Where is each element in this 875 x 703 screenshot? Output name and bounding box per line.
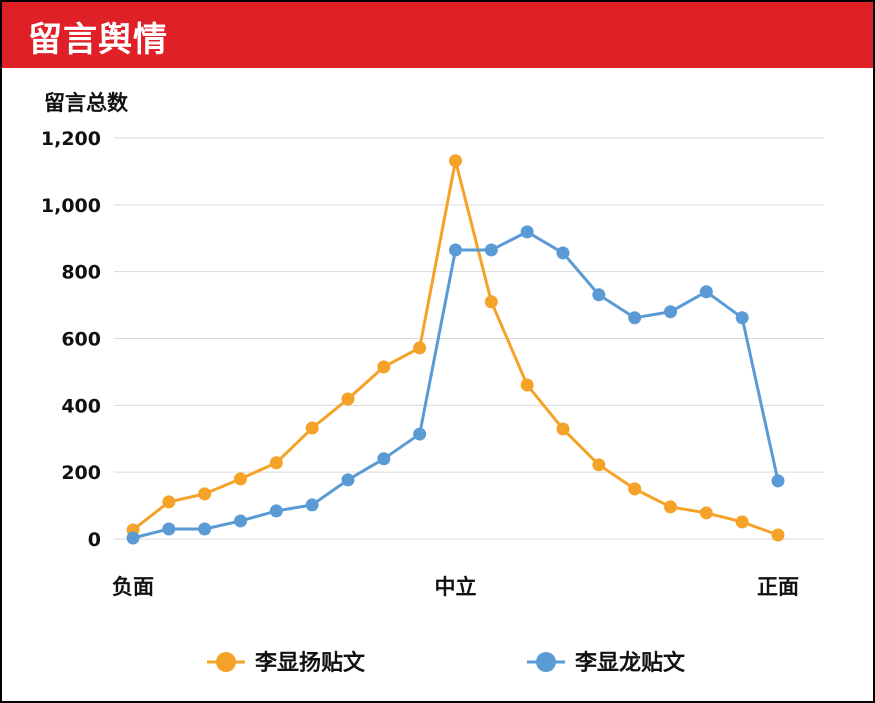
data-point	[198, 522, 212, 536]
series-line	[132, 159, 779, 537]
data-point	[269, 504, 283, 518]
y-tick-label: 600	[61, 329, 101, 351]
data-point	[234, 472, 247, 486]
data-point	[413, 341, 427, 355]
header-title: 留言舆情	[28, 20, 168, 60]
data-point	[341, 473, 355, 487]
data-point	[520, 225, 534, 239]
x-tick-label: 正面	[757, 575, 799, 599]
data-point	[556, 422, 570, 436]
data-point	[413, 427, 427, 441]
y-tick-label: 1,000	[41, 195, 101, 217]
y-tick-label: 200	[61, 462, 101, 484]
data-point	[520, 378, 534, 392]
data-point	[771, 528, 785, 542]
data-point	[735, 515, 749, 529]
legend-marker	[216, 652, 236, 672]
y-tick-label: 800	[61, 262, 101, 284]
data-point	[162, 522, 176, 536]
data-point	[162, 495, 176, 509]
data-point	[269, 456, 283, 470]
y-axis-label: 留言总数	[44, 91, 129, 115]
data-point	[556, 246, 570, 260]
data-point	[628, 311, 642, 325]
data-point	[735, 311, 749, 325]
header-bar: 留言舆情	[2, 2, 873, 68]
y-tick-label: 400	[61, 395, 101, 417]
data-point	[449, 243, 462, 257]
data-point	[664, 500, 677, 514]
y-tick-label: 1,200	[41, 128, 101, 150]
x-tick-label: 中立	[435, 575, 477, 599]
data-point	[592, 288, 606, 302]
legend-marker	[536, 652, 556, 672]
data-point	[771, 474, 785, 488]
data-point	[341, 392, 355, 406]
legend-label: 李显龙贴文	[574, 650, 686, 676]
x-tick-label: 负面	[112, 575, 154, 599]
data-point	[699, 285, 713, 299]
data-point	[234, 514, 247, 528]
data-point	[592, 458, 606, 472]
data-point	[126, 531, 140, 545]
data-point	[377, 452, 391, 466]
data-point	[484, 295, 498, 309]
y-tick-label: 0	[88, 529, 101, 551]
legend-label: 李显扬贴文	[254, 650, 366, 676]
data-point	[198, 487, 212, 501]
data-point	[699, 506, 713, 520]
data-point	[664, 305, 677, 319]
data-point	[305, 498, 319, 512]
data-point	[449, 154, 462, 168]
data-point	[305, 421, 319, 435]
data-point	[377, 360, 391, 374]
data-point	[628, 482, 642, 496]
data-point	[484, 243, 498, 257]
series-line	[132, 230, 780, 540]
